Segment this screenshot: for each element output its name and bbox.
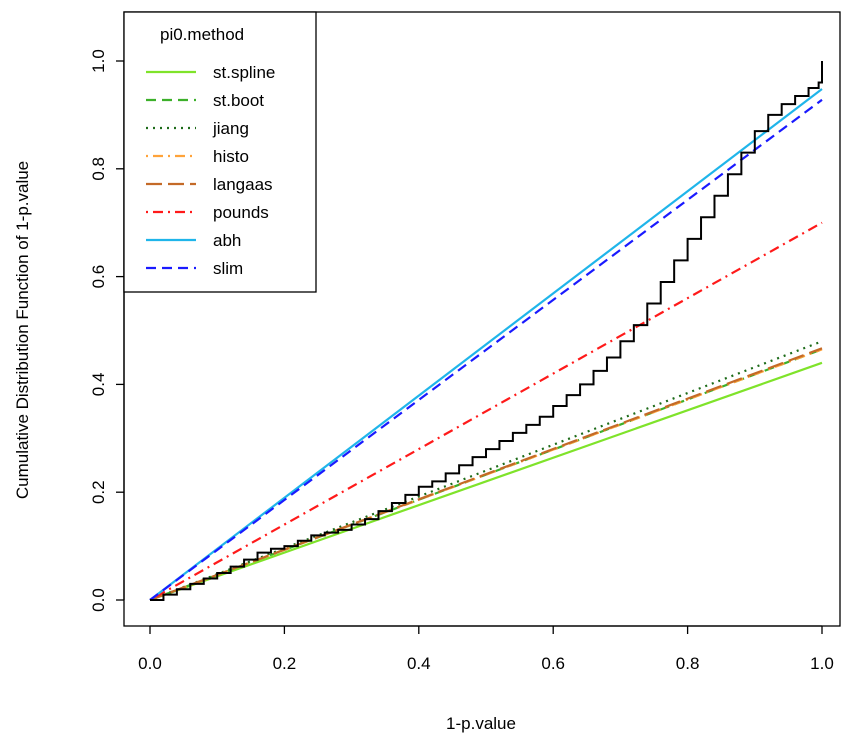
legend-label-st-boot: st.boot: [213, 91, 264, 110]
series-line-jiang: [149, 340, 823, 602]
legend-title: pi0.method: [160, 25, 244, 44]
x-axis: 0.0 0.2 0.4 0.6 0.8 1.0: [138, 625, 834, 673]
x-tick-label: 0.0: [138, 654, 162, 673]
x-axis-label: 1-p.value: [446, 714, 516, 733]
y-tick-label: 0.6: [89, 265, 108, 289]
series-line-pounds: [149, 221, 823, 601]
legend-label-histo: histo: [213, 147, 249, 166]
x-tick-label: 1.0: [810, 654, 834, 673]
y-axis-label: Cumulative Distribution Function of 1-p.…: [13, 161, 32, 499]
y-axis: 0.0 0.2 0.4 0.6 0.8 1.0: [89, 49, 125, 612]
legend-box: [123, 11, 317, 293]
y-tick-label: 0.8: [89, 157, 108, 181]
y-tick-label: 0.2: [89, 480, 108, 504]
legend-label-jiang: jiang: [212, 119, 249, 138]
x-tick-label: 0.2: [273, 654, 297, 673]
legend-label-abh: abh: [213, 231, 241, 250]
x-tick-label: 0.8: [676, 654, 700, 673]
series-line-langaas: [149, 347, 823, 602]
legend-label-st-spline: st.spline: [213, 63, 275, 82]
x-tick-label: 0.6: [541, 654, 565, 673]
empirical-cdf-layer: [150, 61, 823, 601]
legend-label-langaas: langaas: [213, 175, 273, 194]
series-layer: [149, 88, 823, 602]
y-tick-label: 1.0: [89, 49, 108, 73]
series-line-abh: [149, 88, 823, 601]
empirical-cdf-line: [150, 61, 823, 601]
legend: pi0.method st.spline st.boot jiang histo lan…: [123, 11, 317, 293]
legend-label-slim: slim: [213, 259, 243, 278]
series-line-st-spline: [149, 361, 823, 602]
x-tick-label: 0.4: [407, 654, 431, 673]
legend-label-pounds: pounds: [213, 203, 269, 222]
series-line-slim: [149, 98, 823, 601]
y-tick-label: 0.4: [89, 373, 108, 397]
y-tick-label: 0.0: [89, 588, 108, 612]
